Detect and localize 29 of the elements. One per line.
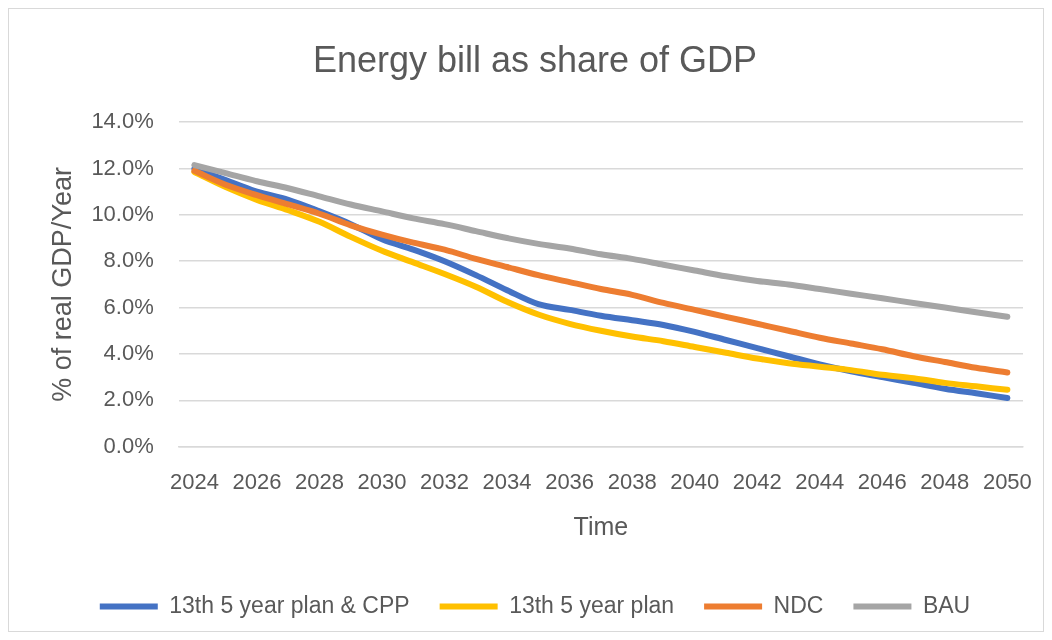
y-tick-label: 14.0% [91, 108, 154, 134]
x-tick-label: 2046 [857, 468, 907, 494]
x-tick-label: 2038 [607, 468, 657, 494]
x-tick-label: 2024 [169, 468, 219, 494]
x-tick-label: 2028 [295, 468, 344, 494]
x-tick-label: 2026 [232, 468, 282, 494]
x-tick-label: 2048 [920, 468, 970, 494]
x-tick-label: 2050 [982, 468, 1032, 494]
x-tick-label: 2044 [795, 468, 845, 494]
legend-label: 13th 5 year plan [509, 591, 675, 618]
y-axis-title: % of real GDP/Year [46, 167, 77, 402]
x-tick-label: 2036 [545, 468, 595, 494]
y-tick-label: 2.0% [103, 386, 154, 412]
y-tick-label: 0.0% [103, 432, 154, 458]
y-tick-label: 8.0% [103, 247, 154, 273]
legend-label: NDC [773, 591, 824, 618]
x-tick-label: 2040 [670, 468, 720, 494]
x-tick-label: 2032 [420, 468, 470, 494]
chart-title: Energy bill as share of GDP [312, 38, 758, 80]
y-tick-label: 6.0% [103, 293, 154, 319]
y-tick-label: 10.0% [91, 200, 154, 226]
legend-label: 13th 5 year plan & CPP [169, 591, 410, 618]
x-axis-title: Time [573, 511, 629, 540]
y-tick-label: 4.0% [103, 339, 154, 365]
x-tick-label: 2042 [732, 468, 782, 494]
y-tick-label: 12.0% [91, 154, 154, 180]
legend-label: BAU [922, 591, 971, 618]
x-tick-label: 2034 [482, 468, 532, 494]
x-tick-label: 2030 [357, 468, 407, 494]
